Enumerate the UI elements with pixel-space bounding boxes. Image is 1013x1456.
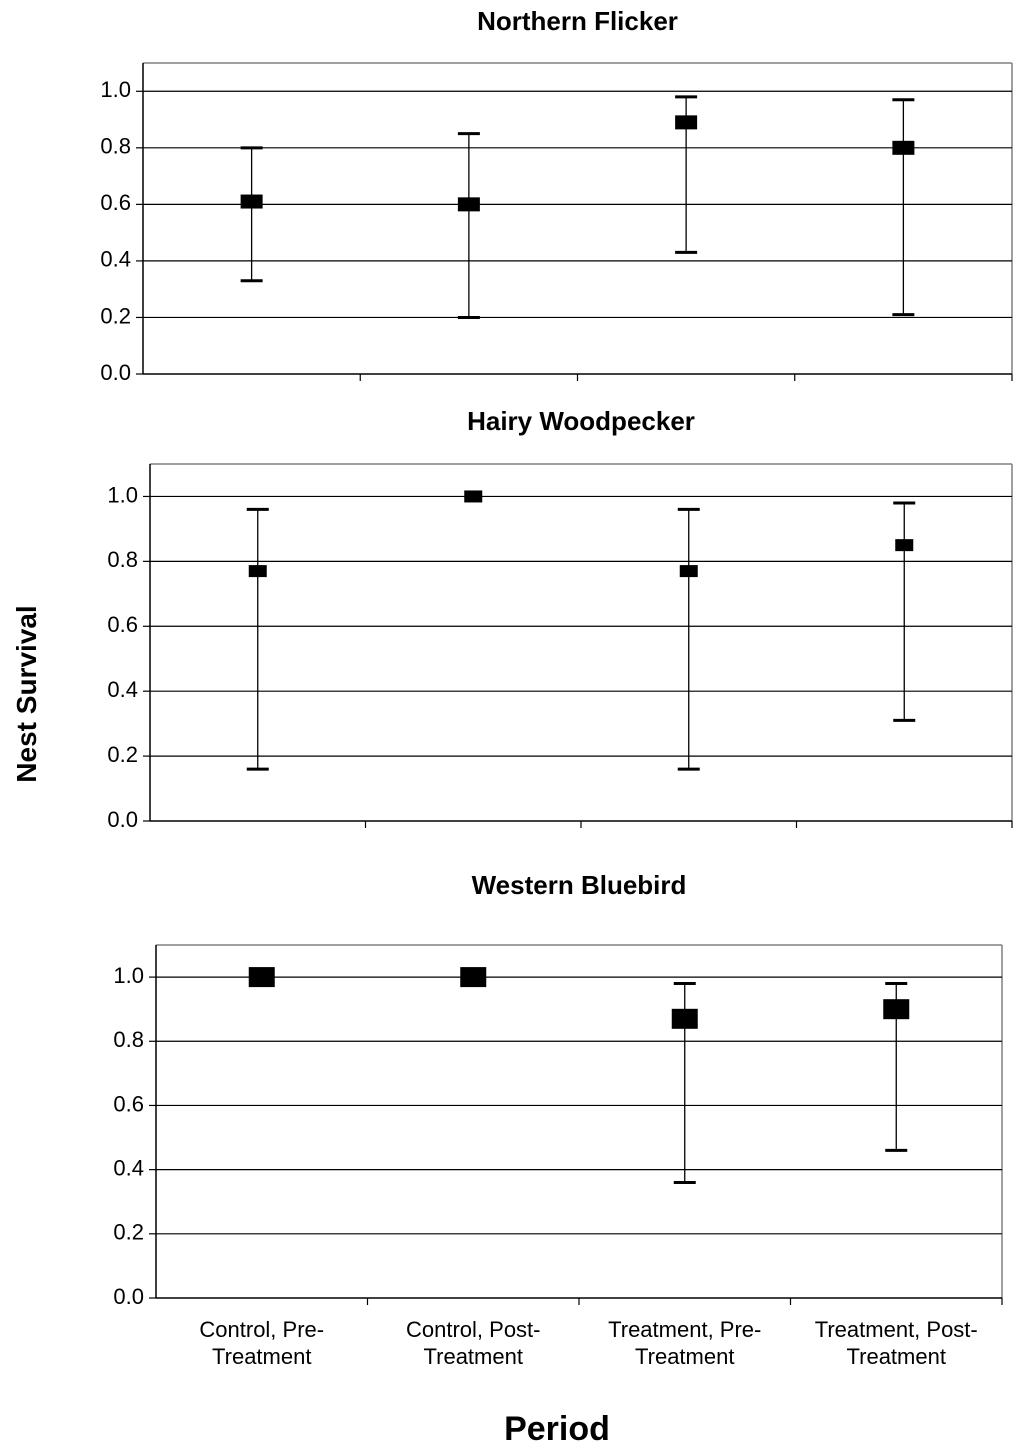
panel-3: Western Bluebird 0.0 0.2 0.4 0.6 0.8 1.0 xyxy=(113,870,1003,1309)
y-tick-label: 0.0 xyxy=(107,807,138,832)
data-point xyxy=(464,490,483,503)
data-point xyxy=(883,999,910,1020)
y-tick-label: 0.2 xyxy=(113,1220,144,1245)
data-point xyxy=(460,967,487,988)
x-category-label: Control, Pre-Treatment xyxy=(199,1317,324,1369)
y-tick-label: 0.8 xyxy=(100,134,131,159)
data-point xyxy=(895,539,914,552)
y-tick-label: 0.4 xyxy=(113,1155,144,1180)
data-point xyxy=(457,197,480,212)
x-category-label: Treatment, Post-Treatment xyxy=(815,1317,978,1369)
panel-title: Western Bluebird xyxy=(472,870,687,900)
panel-1: Northern Flicker 0.0 0.2 0.4 0.6 0.8 1.0 xyxy=(100,6,1013,385)
x-axis-title: Period xyxy=(504,1410,610,1448)
y-tick-label: 0.8 xyxy=(113,1027,144,1052)
y-tick-label: 0.0 xyxy=(113,1284,144,1309)
y-tick-label: 0.8 xyxy=(107,547,138,572)
data-point xyxy=(240,194,263,209)
y-tick-label: 0.0 xyxy=(100,360,131,385)
y-tick-label: 1.0 xyxy=(100,77,131,102)
y-tick-label: 0.6 xyxy=(107,612,138,637)
data-point xyxy=(671,1008,698,1029)
y-tick-label: 1.0 xyxy=(113,963,144,988)
y-tick-label: 0.4 xyxy=(107,677,138,702)
data-point xyxy=(248,565,267,578)
y-tick-label: 0.4 xyxy=(100,247,131,272)
category-labels: Control, Pre-Treatment Control, Post-Trea… xyxy=(199,1317,977,1369)
panel-title: Northern Flicker xyxy=(477,6,678,36)
y-tick-label: 1.0 xyxy=(107,482,138,507)
panel-title: Hairy Woodpecker xyxy=(467,406,695,436)
panels: Northern Flicker0.00.20.40.60.81.0Hairy … xyxy=(100,6,1013,1309)
y-tick-label: 0.6 xyxy=(100,190,131,215)
y-tick-label: 0.6 xyxy=(113,1091,144,1116)
data-point xyxy=(675,115,698,130)
y-tick-label: 0.2 xyxy=(107,742,138,767)
x-category-label: Control, Post-Treatment xyxy=(406,1317,541,1369)
data-point xyxy=(679,565,698,578)
panel-2: Hairy Woodpecker 0.0 0.2 0.4 0.6 0.8 1.0 xyxy=(107,406,1013,832)
data-point xyxy=(248,967,275,988)
x-category-label: Treatment, Pre-Treatment xyxy=(608,1317,761,1369)
y-tick-label: 0.2 xyxy=(100,303,131,328)
data-point xyxy=(892,140,915,155)
y-axis-title: Nest Survival xyxy=(11,605,42,782)
